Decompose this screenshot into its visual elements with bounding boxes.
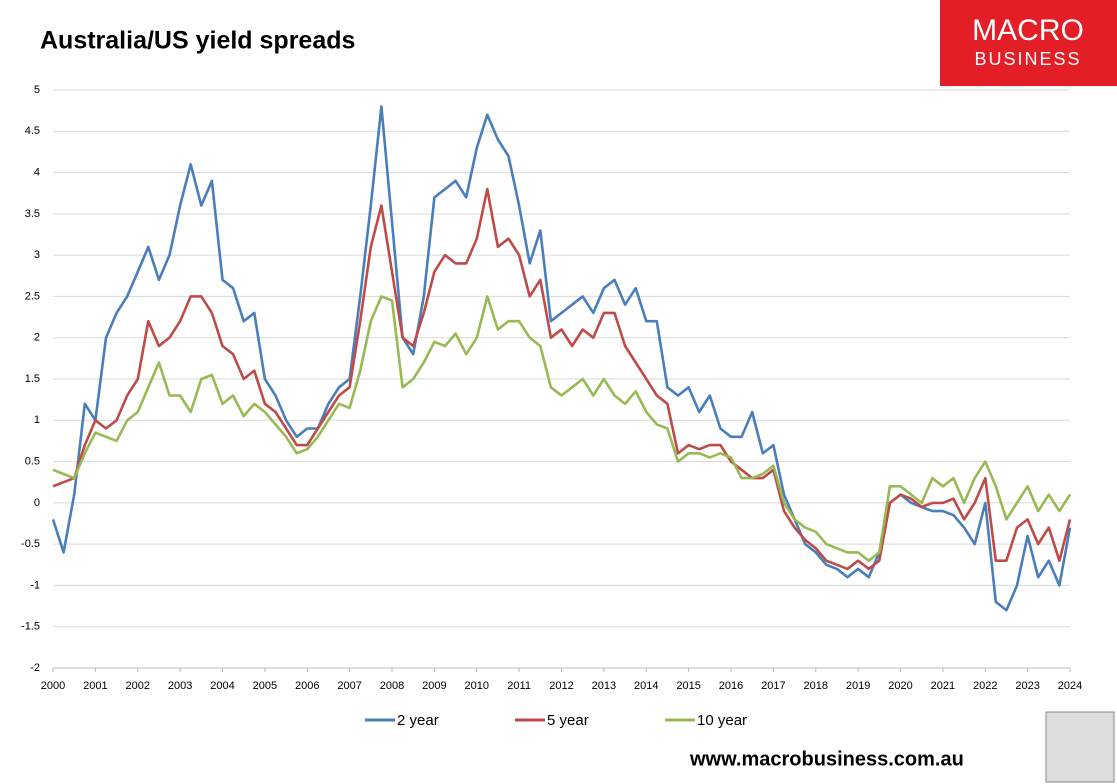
x-tick-label: 2011	[507, 680, 531, 692]
x-tick-label: 2001	[83, 680, 107, 692]
x-tick-label: 2003	[168, 680, 192, 692]
series-line	[52, 295, 1072, 562]
x-tick-label: 2013	[592, 680, 616, 692]
legend-label: 10 year	[697, 712, 747, 729]
x-tick-label: 2019	[846, 680, 870, 692]
x-tick-label: 2014	[634, 680, 658, 692]
x-tick-label: 2024	[1058, 680, 1082, 692]
y-tick-label: -1.5	[21, 621, 40, 633]
x-tick-label: 2008	[380, 680, 404, 692]
y-tick-label: 3	[34, 249, 40, 261]
y-tick-label: 4	[34, 166, 40, 178]
y-tick-label: 2.5	[25, 290, 40, 302]
x-tick-label: 2012	[549, 680, 573, 692]
y-tick-label: 0	[34, 497, 40, 509]
y-tick-label: 1	[34, 414, 40, 426]
x-tick-label: 2009	[422, 680, 446, 692]
x-tick-label: 2000	[41, 680, 65, 692]
footer: www.macrobusiness.com.au	[689, 748, 964, 770]
y-tick-label: 5	[34, 84, 40, 96]
y-tick-label: 3.5	[25, 208, 40, 220]
x-tick-label: 2015	[676, 680, 700, 692]
x-tick-label: 2016	[719, 680, 743, 692]
legend-label: 5 year	[547, 712, 589, 729]
x-tick-label: 2022	[973, 680, 997, 692]
chart-title: Australia/US yield spreads	[40, 27, 355, 55]
mascot-image	[1045, 711, 1115, 783]
legend-label: 2 year	[397, 712, 439, 729]
x-tick-label: 2021	[931, 680, 955, 692]
y-tick-label: 2	[34, 332, 40, 344]
x-tick-label: 2010	[465, 680, 489, 692]
y-tick-label: 0.5	[25, 455, 40, 467]
x-tick-label: 2002	[126, 680, 150, 692]
x-tick-label: 2023	[1015, 680, 1039, 692]
x-tick-label: 2018	[804, 680, 828, 692]
x-tick-label: 2005	[253, 680, 277, 692]
series-line	[52, 187, 1072, 571]
y-tick-label: -2	[30, 662, 40, 674]
x-tick-label: 2020	[888, 680, 912, 692]
x-tick-label: 2007	[337, 680, 361, 692]
logo-text: MACRO	[972, 14, 1084, 47]
x-tick-label: 2006	[295, 680, 319, 692]
y-tick-label: -1	[30, 579, 40, 591]
x-tick-label: 2004	[210, 680, 234, 692]
x-tick-label: 2017	[761, 680, 785, 692]
y-tick-label: 1.5	[25, 373, 40, 385]
y-tick-label: 4.5	[25, 125, 40, 137]
logo-text: BUSINESS	[974, 49, 1081, 69]
logo-box	[940, 0, 1117, 86]
y-tick-label: -0.5	[21, 538, 40, 550]
